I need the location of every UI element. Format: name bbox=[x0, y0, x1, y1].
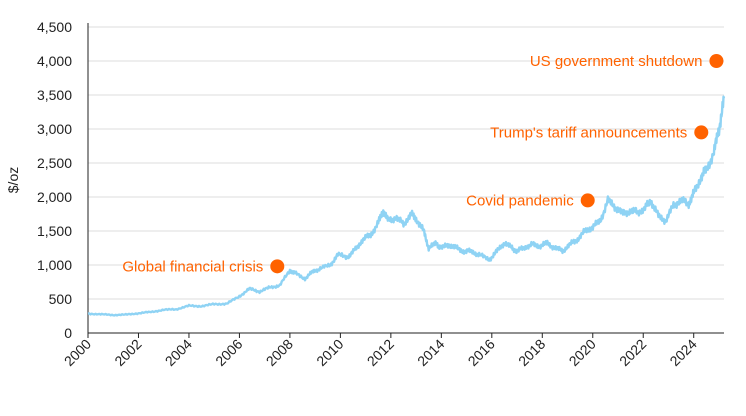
x-tick-label: 2010 bbox=[313, 336, 346, 369]
y-axis-label: $/oz bbox=[5, 167, 21, 193]
y-tick-label: 3,000 bbox=[37, 121, 72, 137]
x-tick-label: 2014 bbox=[414, 336, 447, 369]
annotation-label: US government shutdown bbox=[530, 53, 703, 70]
annotation-label: Trump's tariff announcements bbox=[490, 124, 687, 141]
y-tick-labels: 0 500 1,000 1,500 2,000 2,500 3,000 3,500 4,000 4… bbox=[37, 19, 72, 341]
annotation-marker bbox=[709, 54, 724, 68]
y-tick-label: 1,500 bbox=[37, 223, 72, 239]
x-tick-label: 2022 bbox=[616, 336, 649, 369]
x-tick-label: 2012 bbox=[364, 336, 397, 369]
y-tick-label: 4,000 bbox=[37, 53, 72, 69]
y-tick-label: 500 bbox=[49, 291, 73, 307]
gold-price-line bbox=[87, 95, 726, 317]
annotation-label: Covid pandemic bbox=[466, 192, 574, 209]
x-tick-label: 2016 bbox=[465, 336, 498, 369]
x-tick-label: 2006 bbox=[212, 336, 245, 369]
series-layer bbox=[87, 95, 726, 317]
annotation-marker bbox=[580, 193, 595, 208]
grid-layer bbox=[88, 26, 724, 300]
y-tick-label: 2,000 bbox=[37, 189, 72, 205]
x-tick-label: 2020 bbox=[566, 336, 599, 369]
annotation-layer: Global financial crisis Covid pandemic Tru… bbox=[122, 53, 724, 275]
y-tick-label: 0 bbox=[64, 325, 72, 341]
x-tick-label: 2018 bbox=[515, 336, 548, 369]
annotation-marker bbox=[270, 259, 285, 274]
annotation-marker bbox=[694, 125, 709, 140]
axis-layer bbox=[87, 23, 724, 338]
y-tick-label: 4,500 bbox=[37, 19, 72, 35]
x-tick-label: 2004 bbox=[162, 336, 195, 369]
x-tick-labels: 2000 2002 2004 2006 2008 2010 2012 2014 2016 2018… bbox=[61, 336, 700, 369]
y-tick-label: 2,500 bbox=[37, 155, 72, 171]
x-tick-label: 2008 bbox=[263, 336, 296, 369]
y-tick-label: 1,000 bbox=[37, 257, 72, 273]
annotation-label: Global financial crisis bbox=[122, 258, 263, 275]
x-tick-label: 2024 bbox=[666, 336, 699, 369]
x-tick-label: 2002 bbox=[111, 336, 144, 369]
y-tick-label: 3,500 bbox=[37, 87, 72, 103]
